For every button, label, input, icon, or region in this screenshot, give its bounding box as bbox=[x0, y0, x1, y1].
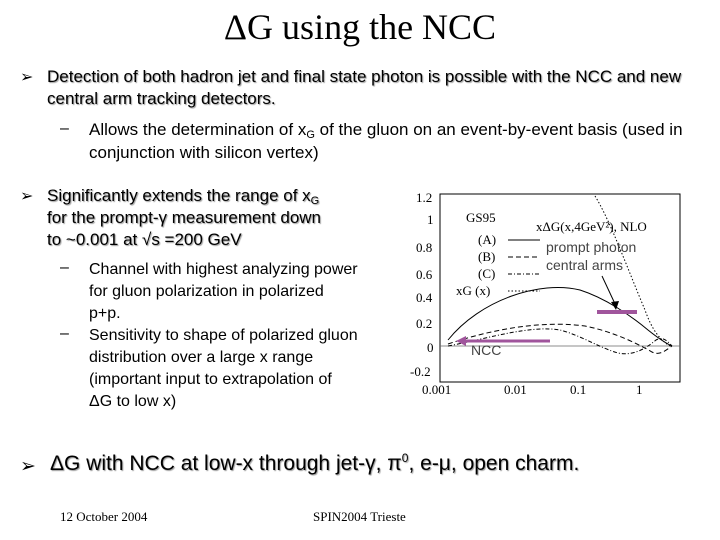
model-label: GS95 bbox=[466, 210, 496, 225]
footer-date: 12 October 2004 bbox=[60, 509, 148, 524]
pointer-arrowhead bbox=[611, 301, 619, 310]
figure-graph: 1.2 1 0.8 0.6 0.4 0.2 0 -0.2 0.001 0.01 … bbox=[410, 190, 681, 397]
slide-title: ΔG using the NCC bbox=[223, 7, 497, 47]
footer-conference: SPIN2004 Trieste bbox=[313, 509, 406, 524]
y-tick: 0.2 bbox=[416, 316, 432, 331]
dash-icon: – bbox=[60, 120, 69, 137]
bullet-1: Detection of both hadron jet and final s… bbox=[47, 67, 682, 108]
x-tick: 0.1 bbox=[570, 382, 586, 397]
bullet-2-sub-1: Channel with highest analyzing power for… bbox=[89, 261, 358, 322]
curve-xg bbox=[594, 195, 671, 347]
x-tick: 0.01 bbox=[504, 382, 527, 397]
annotation-prompt-photon: prompt photon bbox=[546, 239, 636, 255]
curve-b bbox=[447, 323, 673, 354]
bullet-1-sub: Allows the determination of xG of the gl… bbox=[89, 120, 683, 162]
bullet-arrow-icon: ➢ bbox=[20, 456, 36, 477]
y-tick: 0 bbox=[427, 340, 434, 355]
legend-c: (C) bbox=[478, 266, 495, 281]
annotation-central-arms: central arms bbox=[546, 257, 623, 273]
legend-a: (A) bbox=[478, 232, 496, 247]
curve-a bbox=[447, 286, 673, 347]
y-tick: 1.2 bbox=[416, 190, 432, 205]
bullet-2: Significantly extends the range of xG fo… bbox=[47, 185, 387, 251]
x-tick: 0.001 bbox=[422, 382, 451, 397]
dash-icon: – bbox=[60, 259, 69, 276]
ncc-arrowhead bbox=[456, 336, 466, 346]
legend-xg: xG (x) bbox=[456, 283, 490, 298]
dash-icon: – bbox=[60, 325, 69, 342]
bullet-2-line-1: Significantly extends the range of xG bbox=[47, 186, 320, 207]
bullet-arrow-icon: ➢ bbox=[20, 69, 34, 86]
y-tick: -0.2 bbox=[410, 364, 431, 379]
annotation-ncc: NCC bbox=[471, 342, 501, 358]
y-tick: 0.6 bbox=[416, 267, 433, 282]
bullet-2-line-3: to ~0.001 at √s =200 GeV bbox=[47, 230, 242, 249]
y-tick: 0.8 bbox=[416, 240, 432, 255]
bullet-2-sub-2: Sensitivity to shape of polarized gluon … bbox=[89, 327, 358, 410]
y-tick: 1 bbox=[427, 212, 434, 227]
bullet-3: ΔG with NCC at low-x through jet-γ, π0, … bbox=[50, 451, 580, 475]
y-tick: 0.4 bbox=[416, 290, 433, 305]
bullet-2-line-2: for the prompt-γ measurement down bbox=[47, 208, 322, 227]
axis-label: xΔG(x,4GeV²), NLO bbox=[536, 219, 647, 234]
plot-frame bbox=[439, 193, 681, 383]
curve-c bbox=[447, 328, 673, 355]
x-tick: 1 bbox=[636, 382, 643, 397]
pointer-line bbox=[601, 275, 617, 307]
legend-b: (B) bbox=[478, 249, 495, 264]
bullet-arrow-icon: ➢ bbox=[20, 188, 34, 205]
